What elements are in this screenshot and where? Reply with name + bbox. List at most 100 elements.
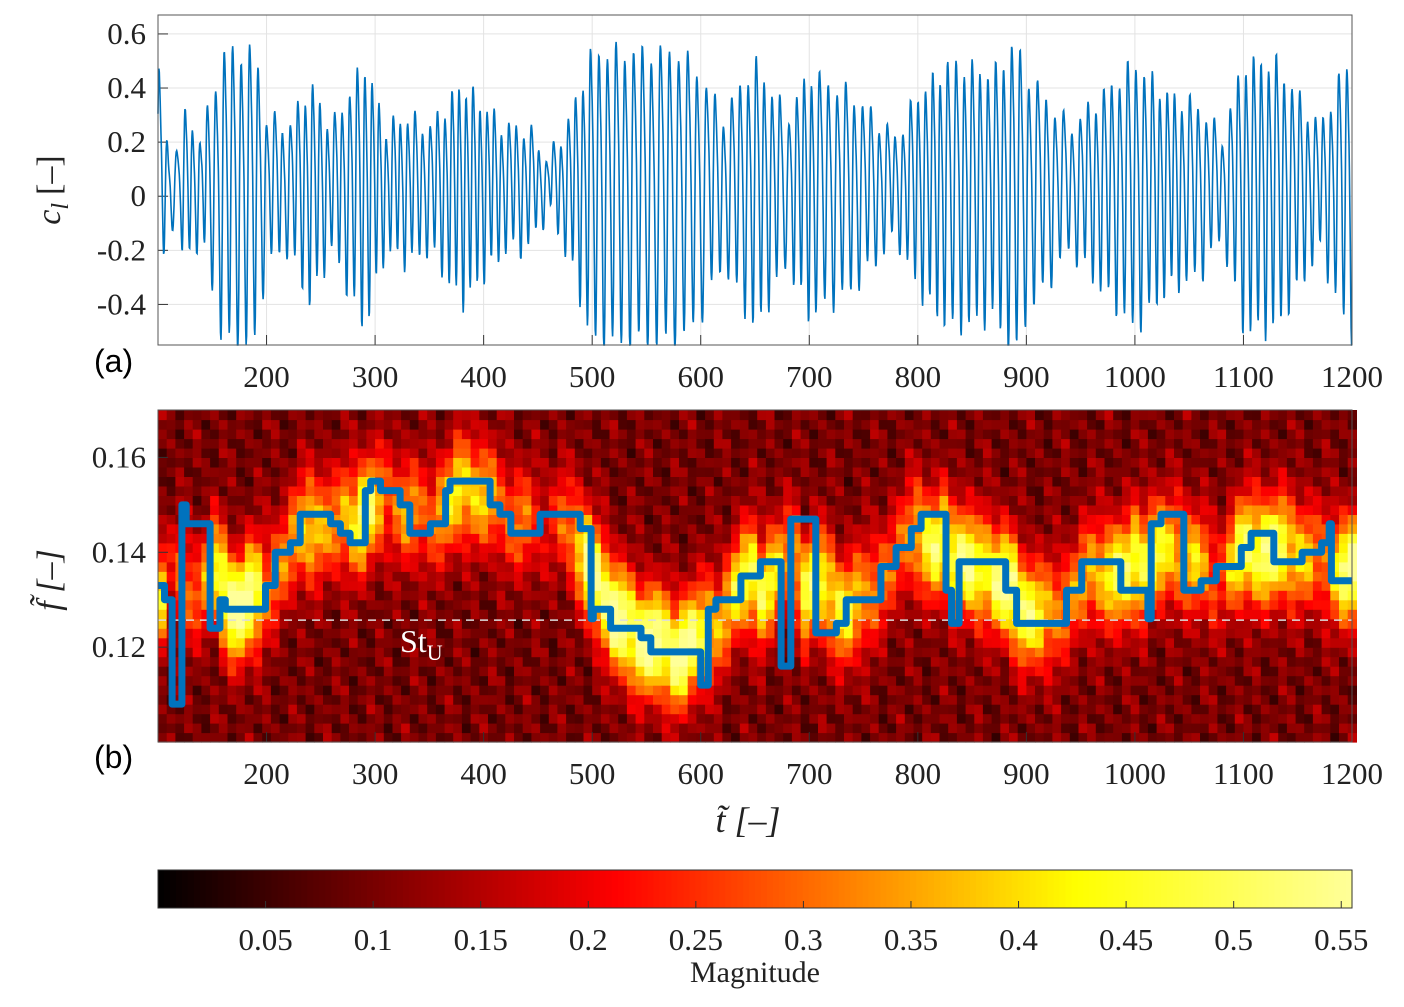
heatmap-cell — [548, 628, 559, 639]
heatmap-cell — [1295, 419, 1305, 430]
heatmap-cell — [896, 580, 906, 591]
heatmap-cell — [1095, 533, 1106, 544]
heatmap-cell — [679, 523, 689, 534]
heatmap-cell — [192, 447, 202, 458]
heatmap-cell — [323, 732, 333, 743]
heatmap-cell — [1043, 504, 1053, 515]
heatmap-cell — [288, 457, 298, 468]
heatmap-cell — [236, 647, 246, 658]
heatmap-cell — [1017, 552, 1027, 563]
heatmap-cell — [818, 694, 828, 705]
heatmap-cell — [557, 723, 567, 734]
heatmap-cell — [1139, 552, 1149, 563]
heatmap-cell — [809, 419, 819, 430]
heatmap-cell — [548, 485, 559, 496]
heatmap-cell — [739, 637, 750, 648]
heatmap-cell — [791, 495, 802, 506]
heatmap-cell — [375, 457, 385, 468]
heatmap-cell — [844, 580, 854, 591]
heatmap-cell — [409, 457, 420, 468]
heatmap-cell — [279, 618, 289, 629]
heatmap-cell — [1200, 694, 1210, 705]
heatmap-cell — [1312, 495, 1323, 506]
heatmap-cell — [574, 438, 585, 449]
heatmap-cell — [1130, 523, 1140, 534]
heatmap-cell — [1121, 504, 1132, 515]
heatmap-cell — [826, 476, 836, 487]
heatmap-cell — [757, 476, 767, 487]
heatmap-cell — [1139, 637, 1149, 648]
heatmap-cell — [1017, 675, 1027, 686]
heatmap-cell — [835, 675, 845, 686]
heatmap-cell — [687, 533, 697, 544]
heatmap-cell — [835, 599, 845, 610]
heatmap-cell — [1035, 457, 1045, 468]
heatmap-cell — [757, 410, 767, 421]
heatmap-cell — [913, 429, 923, 440]
heatmap-cell — [218, 476, 229, 487]
heatmap-cell — [435, 419, 446, 430]
heatmap-cell — [922, 447, 932, 458]
heatmap-cell — [201, 514, 211, 525]
heatmap-cell — [1200, 552, 1210, 563]
heatmap-cell — [896, 732, 906, 743]
heatmap-cell — [244, 637, 255, 648]
heatmap-cell — [930, 732, 941, 743]
heatmap-cell — [852, 628, 862, 639]
heatmap-cell — [1061, 656, 1071, 667]
heatmap-cell — [1321, 410, 1331, 421]
heatmap-cell — [653, 523, 663, 534]
heatmap-cell — [279, 438, 289, 449]
heatmap-cell — [809, 694, 819, 705]
heatmap-cell — [974, 666, 984, 677]
heatmap-cell — [731, 533, 741, 544]
heatmap-cell — [644, 514, 654, 525]
heatmap-cell — [566, 533, 576, 544]
heatmap-cell — [1078, 552, 1088, 563]
heatmap-cell — [887, 666, 897, 677]
heatmap-cell — [1078, 599, 1088, 610]
heatmap-cell — [314, 438, 324, 449]
heatmap-cell — [965, 675, 975, 686]
heatmap-cell — [1200, 419, 1210, 430]
heatmap-cell — [861, 457, 871, 468]
heatmap-cell — [496, 429, 506, 440]
heatmap-cell — [279, 590, 289, 601]
heatmap-cell — [644, 561, 654, 572]
heatmap-cell — [904, 561, 915, 572]
heatmap-cell — [1043, 713, 1053, 724]
heatmap-cell — [1339, 675, 1349, 686]
heatmap-cell — [427, 504, 437, 515]
heatmap-cell — [1208, 447, 1218, 458]
heatmap-cell — [1165, 656, 1175, 667]
heatmap-cell — [1182, 609, 1192, 620]
heatmap-cell — [661, 495, 671, 506]
heatmap-cell — [349, 476, 359, 487]
heatmap-cell — [357, 476, 367, 487]
heatmap-cell — [913, 552, 923, 563]
heatmap-cell — [679, 542, 689, 553]
heatmap-cell — [540, 609, 550, 620]
heatmap-cell — [887, 685, 897, 696]
heatmap-cell — [227, 466, 237, 477]
heatmap-cell — [592, 609, 602, 620]
cl-signal-line — [157, 41, 1353, 347]
heatmap-cell — [566, 675, 576, 686]
heatmap-cell — [488, 542, 498, 553]
heatmap-cell — [739, 447, 750, 458]
heatmap-cell — [461, 410, 472, 421]
heatmap-cell — [1312, 656, 1323, 667]
heatmap-cell — [210, 523, 220, 534]
heatmap-cell — [1278, 495, 1288, 506]
heatmap-cell — [1078, 438, 1088, 449]
heatmap-cell — [1121, 410, 1132, 421]
heatmap-cell — [531, 447, 541, 458]
heatmap-cell — [722, 618, 732, 629]
heatmap-cell — [1043, 599, 1053, 610]
heatmap-cell — [982, 628, 993, 639]
heatmap-cell — [296, 429, 307, 440]
heatmap-cell — [270, 542, 281, 553]
heatmap-cell — [1043, 542, 1053, 553]
heatmap-cell — [757, 438, 767, 449]
heatmap-cell — [1278, 685, 1288, 696]
